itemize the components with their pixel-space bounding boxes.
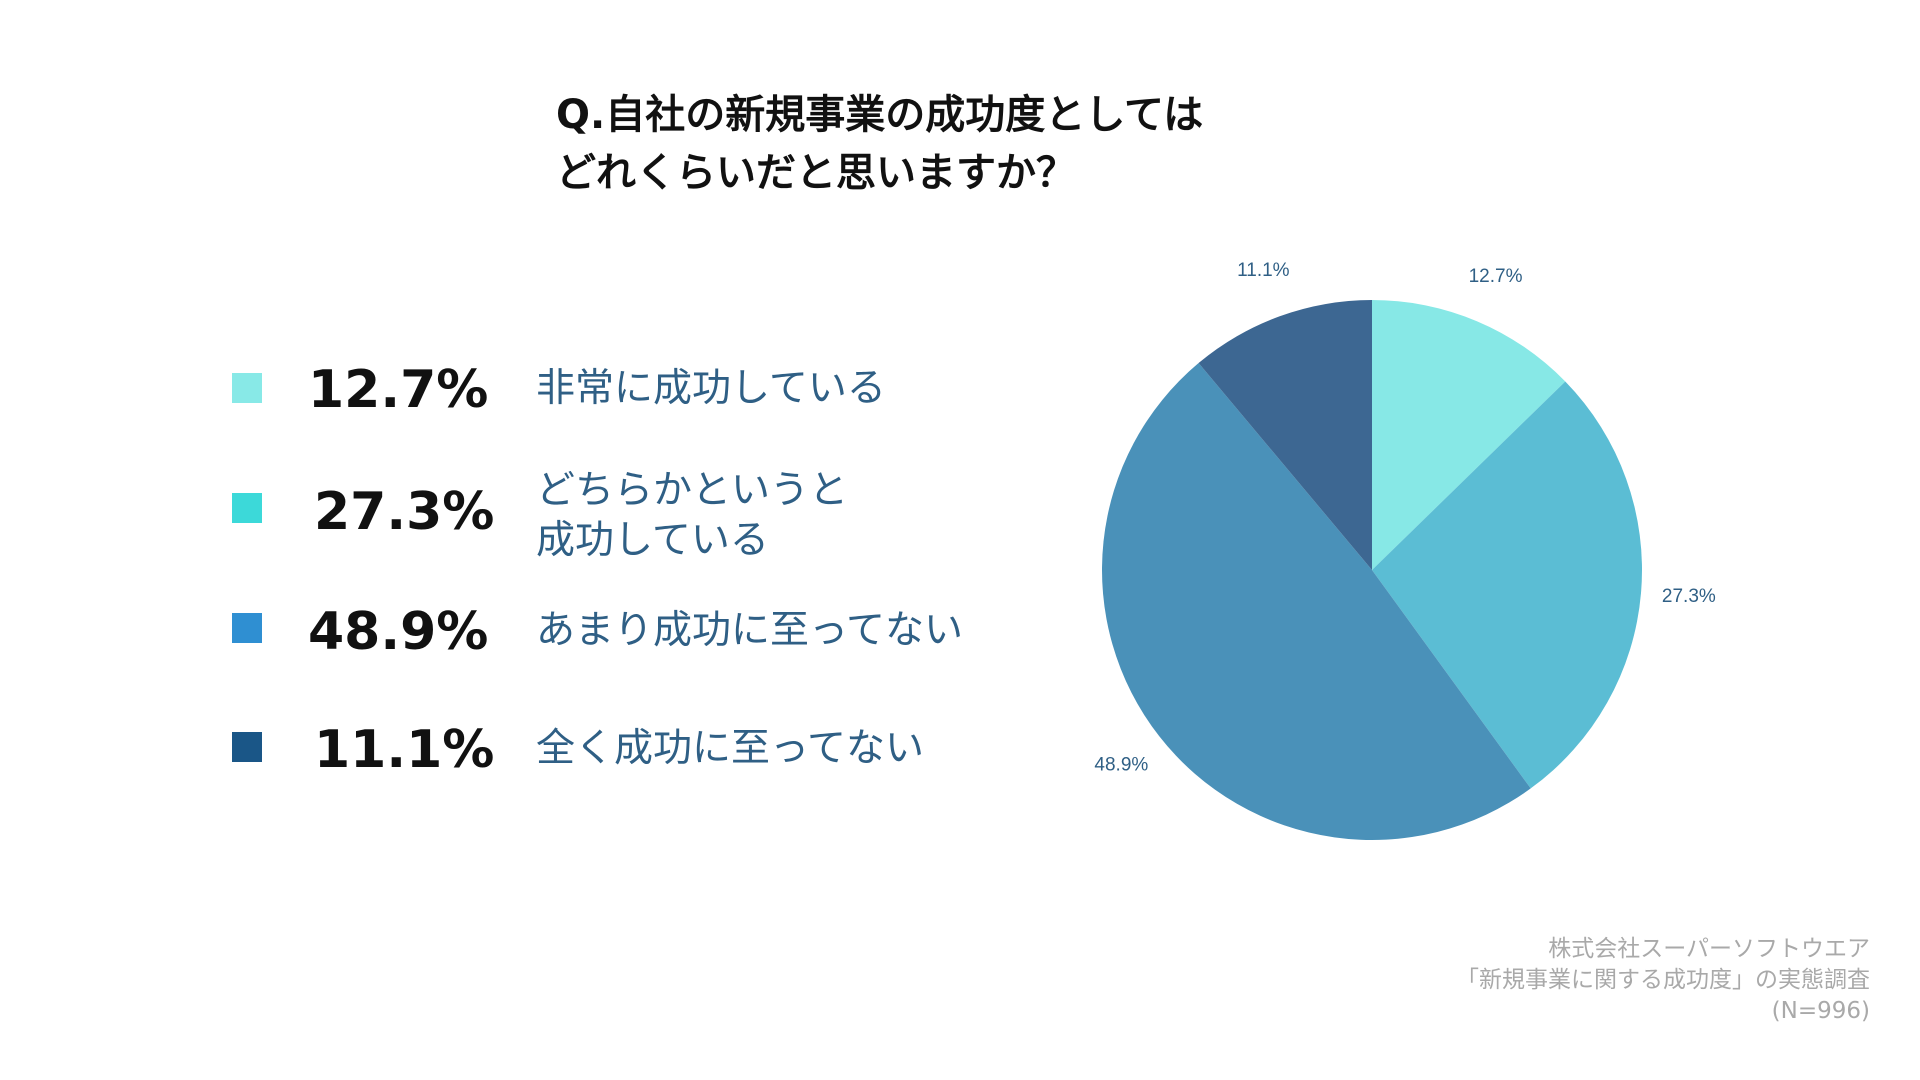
legend-percent-1: 12.7% [308, 360, 489, 420]
pie-slice-label-3: 48.9% [1094, 755, 1148, 776]
pie-slice-label-1: 12.7% [1469, 266, 1523, 287]
pie-slice-label-2: 27.3% [1662, 586, 1716, 607]
pie-slice-2 [1372, 381, 1642, 789]
legend-label-2-line-2: 成功している [536, 518, 769, 563]
pie-slice-4 [1198, 300, 1372, 570]
source-line-2: 「新規事業に関する成功度」の実態調査 [1456, 967, 1870, 993]
legend-label-2: どちらかというと 成功している [536, 466, 848, 566]
legend-swatch-2 [232, 493, 262, 523]
legend-swatch-4 [232, 732, 262, 762]
source-note: 株式会社スーパーソフトウエア 「新規事業に関する成功度」の実態調査 (N=996… [1456, 934, 1870, 1027]
chart-title-line-1: Q.自社の新規事業の成功度としては [556, 92, 1204, 138]
legend-percent-2: 27.3% [314, 482, 495, 542]
legend-percent-3: 48.9% [308, 602, 489, 662]
legend-label-4-line-1: 全く成功に至ってない [536, 726, 925, 771]
chart-title-line-2: どれくらいだと思いますか？ [556, 150, 1076, 196]
legend-swatch-1 [232, 373, 262, 403]
pie-slice-label-4: 11.1% [1237, 260, 1290, 281]
legend-label-1: 非常に成功している [536, 364, 886, 414]
legend-swatch-3 [232, 613, 262, 643]
source-line-3: (N=996) [1771, 998, 1870, 1024]
legend-label-3-line-1: あまり成功に至ってない [536, 608, 964, 653]
legend-label-1-line-1: 非常に成功している [536, 366, 886, 411]
legend-percent-4: 11.1% [314, 720, 495, 780]
pie-slice-1 [1372, 300, 1566, 570]
legend-label-4: 全く成功に至ってない [536, 724, 924, 774]
chart-title: Q.自社の新規事業の成功度としては どれくらいだと思いますか？ [556, 86, 1316, 202]
source-line-1: 株式会社スーパーソフトウエア [1548, 936, 1870, 962]
legend-label-2-line-1: どちらかというと [536, 468, 849, 513]
legend-label-3: あまり成功に至ってない [536, 606, 963, 656]
pie-slice-3 [1102, 363, 1531, 840]
